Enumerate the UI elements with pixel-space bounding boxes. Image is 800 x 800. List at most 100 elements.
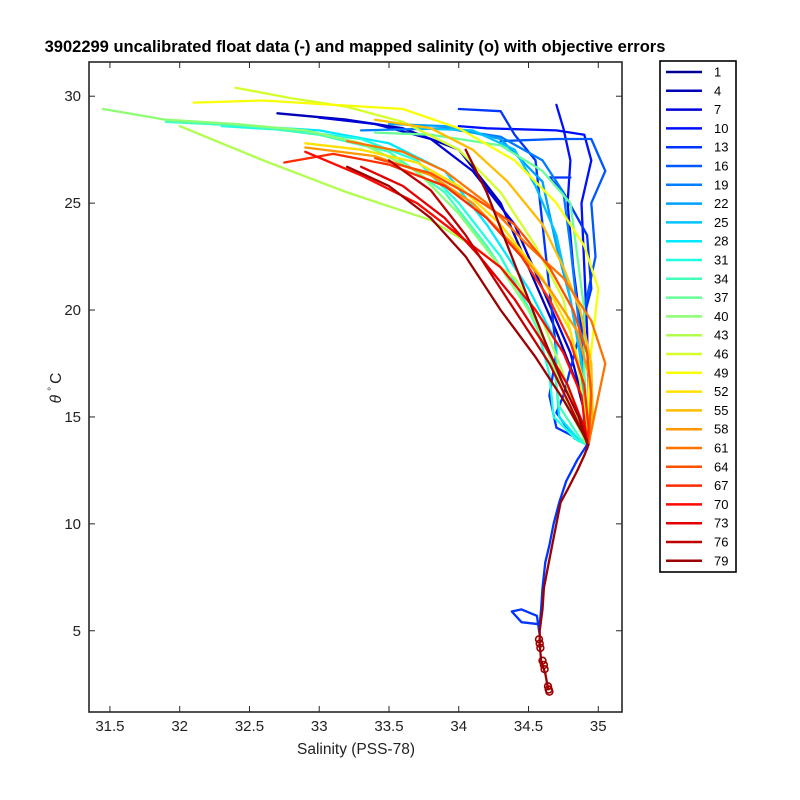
y-tick-label: 20 xyxy=(64,302,81,319)
series-line-10 xyxy=(248,124,589,446)
legend-label: 76 xyxy=(714,535,728,550)
legend-entry: 19 xyxy=(666,177,728,192)
legend-entry: 61 xyxy=(666,441,728,456)
legend-label: 70 xyxy=(714,497,728,512)
legend-entry: 70 xyxy=(666,497,728,512)
series-line-25 xyxy=(359,165,589,446)
x-tick-label: 34.5 xyxy=(514,718,543,735)
legend-label: 67 xyxy=(714,478,728,493)
legend-entry: 28 xyxy=(666,234,728,249)
series-line-24 xyxy=(304,150,589,444)
series-line-11 xyxy=(220,124,589,446)
legend-label: 25 xyxy=(714,215,728,230)
y-axis-label-degree: ° xyxy=(47,387,58,391)
legend-label: 52 xyxy=(714,384,728,399)
legend-entry: 40 xyxy=(666,309,728,324)
legend-entry: 1 xyxy=(666,65,721,80)
mapped-marker-1 xyxy=(535,639,544,648)
legend-label: 73 xyxy=(714,516,728,531)
legend-label: 7 xyxy=(714,102,721,117)
legend-entry: 73 xyxy=(666,516,728,531)
x-tick-label: 33.5 xyxy=(374,718,403,735)
legend-items: 1 4 7 10 13 16 19 22 25 28 31 34 37 40 43 46 49 52 55 58 61 6… xyxy=(666,65,728,568)
legend-label: 22 xyxy=(714,196,728,211)
mapped-marker-5 xyxy=(540,664,549,674)
legend-entry: 49 xyxy=(666,365,728,380)
legend-label: 10 xyxy=(714,121,728,136)
axes-box xyxy=(88,61,623,713)
series-line-13 xyxy=(373,131,589,436)
series-line-17 xyxy=(192,99,600,440)
legend-entry: 79 xyxy=(666,553,728,568)
legend-label: 61 xyxy=(714,441,728,456)
legend-entry: 55 xyxy=(666,403,728,418)
x-axis-label: Salinity (PSS-78) xyxy=(297,741,415,758)
legend: 1 4 7 10 13 16 19 22 25 28 31 34 37 40 43 46 49 52 55 58 61 6… xyxy=(659,60,737,573)
mapped-marker-8 xyxy=(545,687,554,696)
series-line-12 xyxy=(164,120,589,446)
legend-label: 4 xyxy=(714,83,721,98)
y-tick-label: 5 xyxy=(73,623,81,640)
legend-label: 49 xyxy=(714,365,728,380)
y-axis-label-unit: C xyxy=(48,373,65,384)
series-line-28 xyxy=(345,165,589,442)
legend-label: 37 xyxy=(714,290,728,305)
legend-label: 55 xyxy=(714,403,728,418)
series-line-26 xyxy=(387,159,589,444)
y-axis-label: θ ° C xyxy=(47,373,65,404)
mapped-marker-4 xyxy=(539,660,549,670)
plot-area: 31.5 32 32.5 33 33.5 34 34.5 35 5 10 15 20 25 30 xyxy=(64,61,623,735)
legend-entry: 22 xyxy=(666,196,728,211)
legend-label: 40 xyxy=(714,309,728,324)
y-tick-label: 10 xyxy=(64,516,81,533)
legend-entry: 31 xyxy=(666,253,728,268)
legend-entry: 43 xyxy=(666,328,728,343)
legend-entry: 37 xyxy=(666,290,728,305)
y-tick-label: 15 xyxy=(64,409,81,426)
x-tick-label: 33 xyxy=(311,718,328,735)
legend-label: 64 xyxy=(714,459,728,474)
legend-label: 16 xyxy=(714,159,728,174)
legend-entry: 64 xyxy=(666,459,728,474)
mapped-marker-3 xyxy=(538,656,547,665)
legend-entry: 25 xyxy=(666,215,728,230)
x-tick-label: 35 xyxy=(590,718,607,735)
legend-label: 58 xyxy=(714,422,728,437)
legend-label: 34 xyxy=(714,271,728,286)
legend-entry: 34 xyxy=(666,271,728,286)
legend-entry: 4 xyxy=(666,83,721,98)
series-line-22 xyxy=(373,157,593,446)
y-tick-label: 30 xyxy=(64,88,81,105)
legend-entry: 10 xyxy=(666,121,728,136)
chart-title: 3902299 uncalibrated float data (-) and … xyxy=(45,38,666,56)
series-line-23 xyxy=(283,152,590,446)
tick-layer: 31.5 32 32.5 33 33.5 34 34.5 35 5 10 15 20 25 30 xyxy=(64,62,622,735)
legend-entry: 76 xyxy=(666,535,728,550)
legend-label: 13 xyxy=(714,140,728,155)
legend-label: 43 xyxy=(714,328,728,343)
legend-entry: 52 xyxy=(666,384,728,399)
legend-label: 79 xyxy=(714,553,728,568)
series-line-27 xyxy=(464,148,589,444)
legend-entry: 13 xyxy=(666,140,728,155)
legend-entry: 7 xyxy=(666,102,721,117)
x-tick-label: 31.5 xyxy=(95,718,124,735)
series-line-29 xyxy=(510,443,589,637)
series-line-30 xyxy=(538,443,590,690)
mapped-marker-0 xyxy=(534,635,544,644)
x-tick-label: 34 xyxy=(450,718,467,735)
legend-entry: 58 xyxy=(666,422,728,437)
y-axis-label-symbol: θ xyxy=(48,394,65,403)
legend-label: 28 xyxy=(714,234,728,249)
x-tick-label: 32 xyxy=(171,718,188,735)
x-tick-label: 32.5 xyxy=(235,718,264,735)
series-layer xyxy=(101,86,607,690)
marker-layer xyxy=(534,635,554,696)
legend-label: 19 xyxy=(714,177,728,192)
series-line-9 xyxy=(415,127,589,429)
legend-entry: 16 xyxy=(666,159,728,174)
mapped-marker-2 xyxy=(536,643,545,653)
y-tick-label: 25 xyxy=(64,195,81,212)
legend-label: 46 xyxy=(714,347,728,362)
